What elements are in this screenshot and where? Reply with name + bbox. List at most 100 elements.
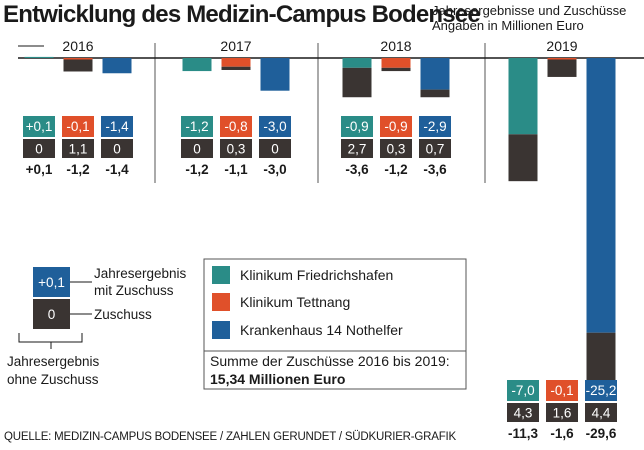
chart-subtitle-line2: Angaben in Millionen Euro <box>432 18 584 33</box>
label-box-zus-krankenhaus-14-nothelfer-2017 <box>259 139 291 158</box>
year-label-2017: 2017 <box>220 38 251 54</box>
bar-klinikum-tettnang-2018-zuschuss <box>381 67 411 72</box>
bar-krankenhaus-14-nothelfer-2019-zuschuss <box>586 332 616 381</box>
label-zus-krankenhaus-14-nothelfer-2018: 0,7 <box>426 142 445 157</box>
label-zus-klinikum-friedrichshafen-2016: 0 <box>35 142 43 157</box>
bar-krankenhaus-14-nothelfer-2018-zuschuss <box>420 89 450 98</box>
label-box-mit-krankenhaus-14-nothelfer-2018 <box>419 116 451 137</box>
label-ohne-krankenhaus-14-nothelfer-2016: -1,4 <box>105 162 129 177</box>
label-ohne-klinikum-friedrichshafen-2016: +0,1 <box>26 162 53 177</box>
label-box-zus-krankenhaus-14-nothelfer-2018 <box>419 139 451 158</box>
label-ohne-krankenhaus-14-nothelfer-2019: -29,6 <box>586 426 617 441</box>
bar-klinikum-friedrichshafen-2019-ergebnis <box>508 58 538 135</box>
label-zus-klinikum-tettnang-2016: 1,1 <box>69 142 88 157</box>
label-ohne-klinikum-friedrichshafen-2018: -3,6 <box>345 162 369 177</box>
label-mit-krankenhaus-14-nothelfer-2017: -3,0 <box>263 119 286 134</box>
key-sample-mit: +0,1 <box>38 275 65 290</box>
bar-klinikum-tettnang-2016-zuschuss <box>63 59 93 72</box>
legend-label-krankenhaus-14-nothelfer: Krankenhaus 14 Nothelfer <box>240 322 403 338</box>
bar-klinikum-friedrichshafen-2019-zuschuss <box>508 134 538 182</box>
label-zus-krankenhaus-14-nothelfer-2016: 0 <box>113 142 121 157</box>
year-label-2018: 2018 <box>380 38 411 54</box>
bar-krankenhaus-14-nothelfer-2017-ergebnis <box>260 58 290 91</box>
key-label-mit-line2: mit Zuschuss <box>94 283 174 298</box>
label-box-zus-klinikum-tettnang-2018 <box>380 139 412 158</box>
bar-krankenhaus-14-nothelfer-2019-ergebnis <box>586 58 616 333</box>
key-label-ohne-line1: Jahresergebnis <box>7 354 100 369</box>
bar-klinikum-tettnang-2016-ergebnis <box>63 58 93 60</box>
label-zus-krankenhaus-14-nothelfer-2017: 0 <box>271 142 279 157</box>
chart-title: Entwicklung des Medizin-Campus Bodensee <box>3 1 481 28</box>
label-zus-klinikum-tettnang-2018: 0,3 <box>387 142 406 157</box>
chart-subtitle-line1: Jahresergebnisse und Zuschüsse <box>432 3 627 18</box>
bar-klinikum-friedrichshafen-2016-ergebnis <box>24 56 54 58</box>
bar-krankenhaus-14-nothelfer-2018-ergebnis <box>420 58 450 90</box>
label-box-zus-klinikum-tettnang-2019 <box>546 403 578 422</box>
label-box-mit-klinikum-tettnang-2018 <box>380 116 412 137</box>
legend-swatch-klinikum-friedrichshafen <box>212 266 230 284</box>
label-ohne-klinikum-tettnang-2016: -1,2 <box>66 162 89 177</box>
label-zus-klinikum-friedrichshafen-2018: 2,7 <box>348 142 367 157</box>
label-box-zus-krankenhaus-14-nothelfer-2019 <box>585 403 617 422</box>
label-box-mit-krankenhaus-14-nothelfer-2016 <box>101 116 133 137</box>
label-mit-krankenhaus-14-nothelfer-2016: -1,4 <box>105 119 129 134</box>
year-label-2019: 2019 <box>546 38 577 54</box>
source-note: QUELLE: MEDIZIN-CAMPUS BODENSEE / ZAHLEN… <box>4 431 457 443</box>
label-box-mit-klinikum-friedrichshafen-2018 <box>341 116 373 137</box>
bar-klinikum-tettnang-2017-zuschuss <box>221 66 251 70</box>
label-ohne-klinikum-friedrichshafen-2019: -11,3 <box>508 426 539 441</box>
label-box-mit-klinikum-friedrichshafen-2017 <box>181 116 213 137</box>
label-box-mit-krankenhaus-14-nothelfer-2017 <box>259 116 291 137</box>
summe-value: 15,34 Millionen Euro <box>210 371 345 387</box>
label-mit-klinikum-tettnang-2019: -0,1 <box>550 383 573 398</box>
label-ohne-klinikum-tettnang-2018: -1,2 <box>384 162 407 177</box>
label-mit-krankenhaus-14-nothelfer-2018: -2,9 <box>423 119 446 134</box>
label-mit-klinikum-tettnang-2017: -0,8 <box>224 119 247 134</box>
label-ohne-krankenhaus-14-nothelfer-2018: -3,6 <box>423 162 447 177</box>
label-ohne-klinikum-friedrichshafen-2017: -1,2 <box>185 162 208 177</box>
label-box-mit-klinikum-friedrichshafen-2019 <box>507 380 539 401</box>
label-ohne-klinikum-tettnang-2017: -1,1 <box>224 162 248 177</box>
label-mit-klinikum-friedrichshafen-2017: -1,2 <box>185 119 208 134</box>
label-box-zus-krankenhaus-14-nothelfer-2016 <box>101 139 133 158</box>
label-box-zus-klinikum-tettnang-2016 <box>62 139 94 158</box>
label-ohne-klinikum-tettnang-2019: -1,6 <box>550 426 574 441</box>
bar-klinikum-tettnang-2019-ergebnis <box>547 58 577 60</box>
label-box-mit-klinikum-tettnang-2019 <box>546 380 578 401</box>
bar-klinikum-friedrichshafen-2017-ergebnis <box>182 58 212 72</box>
bar-krankenhaus-14-nothelfer-2016-ergebnis <box>102 58 132 74</box>
bar-klinikum-tettnang-2018-ergebnis <box>381 58 411 68</box>
label-box-zus-klinikum-friedrichshafen-2016 <box>23 139 55 158</box>
label-mit-klinikum-friedrichshafen-2019: -7,0 <box>511 383 534 398</box>
label-zus-klinikum-friedrichshafen-2019: 4,3 <box>514 406 533 421</box>
summe-label: Summe der Zuschüsse 2016 bis 2019: <box>210 353 450 369</box>
label-zus-klinikum-tettnang-2017: 0,3 <box>227 142 246 157</box>
legend-label-klinikum-tettnang: Klinikum Tettnang <box>240 294 350 310</box>
label-mit-klinikum-friedrichshafen-2016: +0,1 <box>26 119 53 134</box>
label-mit-klinikum-friedrichshafen-2018: -0,9 <box>345 119 368 134</box>
key-bracket <box>18 333 83 343</box>
label-zus-klinikum-tettnang-2019: 1,6 <box>553 406 572 421</box>
bar-klinikum-friedrichshafen-2018-ergebnis <box>342 58 372 68</box>
label-zus-klinikum-friedrichshafen-2017: 0 <box>193 142 201 157</box>
legend-swatch-krankenhaus-14-nothelfer <box>212 321 230 339</box>
label-box-mit-klinikum-tettnang-2016 <box>62 116 94 137</box>
label-box-zus-klinikum-tettnang-2017 <box>220 139 252 158</box>
summe-box <box>203 350 467 390</box>
key-label-ohne-line2: ohne Zuschuss <box>7 372 99 387</box>
bar-klinikum-tettnang-2017-ergebnis <box>221 58 251 67</box>
key-box-mit <box>33 267 70 297</box>
label-box-mit-klinikum-friedrichshafen-2016 <box>23 116 55 137</box>
label-box-mit-krankenhaus-14-nothelfer-2019 <box>585 380 617 401</box>
year-label-2016: 2016 <box>62 38 93 54</box>
label-box-zus-klinikum-friedrichshafen-2018 <box>341 139 373 158</box>
key-sample-zus: 0 <box>48 307 56 322</box>
label-box-zus-klinikum-friedrichshafen-2019 <box>507 403 539 422</box>
label-mit-krankenhaus-14-nothelfer-2019: -25,2 <box>586 383 617 398</box>
label-ohne-krankenhaus-14-nothelfer-2017: -3,0 <box>263 162 286 177</box>
label-box-mit-klinikum-tettnang-2017 <box>220 116 252 137</box>
label-box-zus-klinikum-friedrichshafen-2017 <box>181 139 213 158</box>
key-label-zus: Zuschuss <box>94 307 152 322</box>
bar-klinikum-friedrichshafen-2018-zuschuss <box>342 67 372 98</box>
legend-swatch-klinikum-tettnang <box>212 293 230 311</box>
